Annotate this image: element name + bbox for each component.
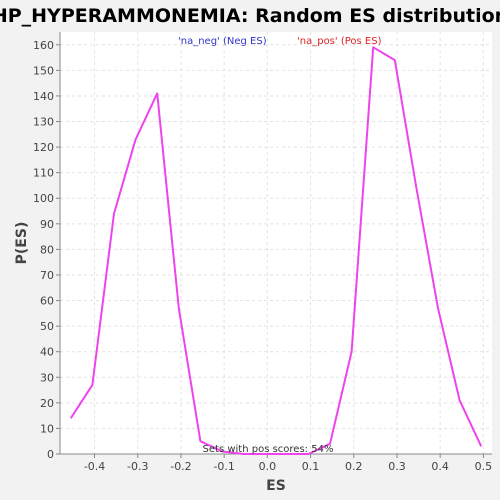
grid <box>60 32 492 455</box>
pos-scores-annotation: Sets with pos scores: 54% <box>203 444 334 455</box>
legend-neg-label: 'na_neg' (Neg ES) <box>178 36 267 47</box>
series-line <box>69 46 483 455</box>
x-tick-label: 0.1 <box>302 460 320 473</box>
plot-background <box>60 32 492 454</box>
y-tick-label: 50 <box>40 320 54 333</box>
y-tick-label: 40 <box>40 346 54 359</box>
x-tick-label: 0.2 <box>345 460 363 473</box>
y-tick-label: 80 <box>40 243 54 256</box>
x-tick-label: 0.0 <box>259 460 277 473</box>
y-tick-label: 0 <box>47 448 54 461</box>
y-tick-label: 10 <box>40 422 54 435</box>
y-tick-label: 100 <box>33 192 54 205</box>
y-tick-label: 160 <box>33 39 54 52</box>
y-tick-label: 140 <box>33 90 54 103</box>
x-tick-label: 0.4 <box>431 460 449 473</box>
series-group <box>69 46 483 455</box>
y-tick-label: 130 <box>33 116 54 129</box>
x-tick-label: 0.3 <box>388 460 406 473</box>
legend-pos-label: 'na_pos' (Pos ES) <box>297 36 382 47</box>
y-tick-label: 110 <box>33 167 54 180</box>
x-axis-label: ES <box>266 478 286 494</box>
y-tick-label: 30 <box>40 371 54 384</box>
y-tick-label: 60 <box>40 295 54 308</box>
y-tick-label: 90 <box>40 218 54 231</box>
x-tick-label: -0.4 <box>84 460 105 473</box>
x-tick-label: -0.3 <box>127 460 148 473</box>
x-tick-label: -0.2 <box>170 460 191 473</box>
y-tick-label: 150 <box>33 64 54 77</box>
chart-title: HP_HYPERAMMONEMIA: Random ES distributio… <box>0 5 500 27</box>
y-tick-label: 70 <box>40 269 54 282</box>
y-tick-label: 20 <box>40 397 54 410</box>
y-tick-label: 120 <box>33 141 54 154</box>
x-tick-label: -0.1 <box>213 460 234 473</box>
x-ticks: -0.4 -0.3 -0.2 -0.1 0.0 0.1 0.2 0.3 0.4 0.5 <box>84 454 492 473</box>
y-ticks: 0 10 20 30 40 50 60 70 80 90 100 110 120 130 140 150 160 <box>33 39 60 461</box>
x-tick-label: 0.5 <box>475 460 493 473</box>
y-axis-label: P(ES) <box>14 222 30 265</box>
